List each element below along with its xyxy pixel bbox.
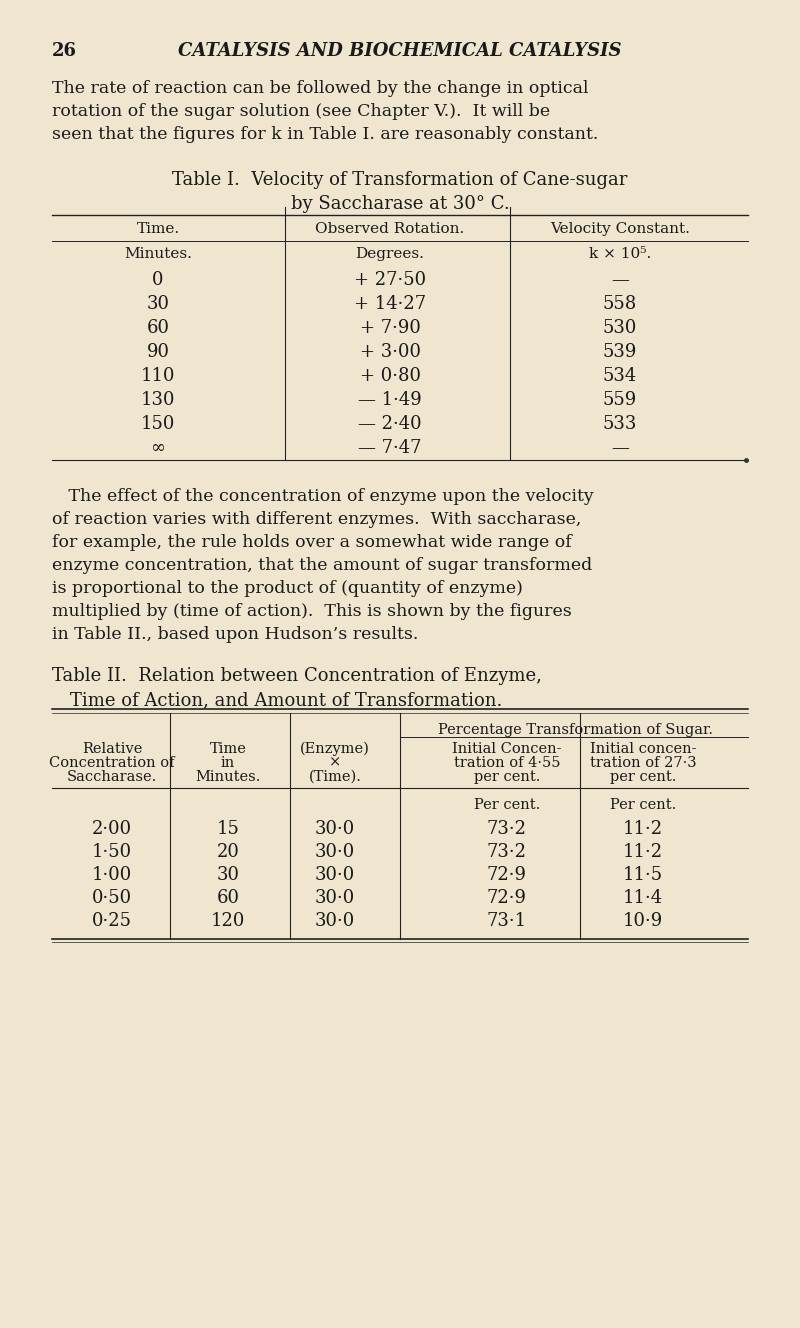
Text: Per cent.: Per cent. — [610, 798, 676, 811]
Text: ∞: ∞ — [150, 440, 166, 457]
Text: 60: 60 — [217, 888, 239, 907]
Text: 11·2: 11·2 — [623, 843, 663, 861]
Text: (Time).: (Time). — [309, 770, 362, 784]
Text: Per cent.: Per cent. — [474, 798, 540, 811]
Text: 150: 150 — [141, 414, 175, 433]
Text: multiplied by (time of action).  This is shown by the figures: multiplied by (time of action). This is … — [52, 603, 572, 620]
Text: 26: 26 — [52, 42, 77, 60]
Text: Time of Action, and Amount of Transformation.: Time of Action, and Amount of Transforma… — [70, 691, 502, 709]
Text: Minutes.: Minutes. — [124, 247, 192, 262]
Text: tration of 27·3: tration of 27·3 — [590, 756, 696, 770]
Text: of reaction varies with different enzymes.  With saccharase,: of reaction varies with different enzyme… — [52, 511, 582, 529]
Text: 11·4: 11·4 — [623, 888, 663, 907]
Text: 1·50: 1·50 — [92, 843, 132, 861]
Text: 0·25: 0·25 — [92, 912, 132, 930]
Text: 0·50: 0·50 — [92, 888, 132, 907]
Text: CATALYSIS AND BIOCHEMICAL CATALYSIS: CATALYSIS AND BIOCHEMICAL CATALYSIS — [178, 42, 622, 60]
Text: Initial concen-: Initial concen- — [590, 742, 696, 756]
Text: Initial Concen-: Initial Concen- — [452, 742, 562, 756]
Text: 130: 130 — [141, 390, 175, 409]
Text: 20: 20 — [217, 843, 239, 861]
Text: Minutes.: Minutes. — [195, 770, 261, 784]
Text: 30·0: 30·0 — [315, 866, 355, 884]
Text: —: — — [611, 271, 629, 290]
Text: (Enzyme): (Enzyme) — [300, 742, 370, 757]
Text: 30·0: 30·0 — [315, 843, 355, 861]
Text: + 7·90: + 7·90 — [359, 319, 421, 337]
Text: tration of 4·55: tration of 4·55 — [454, 756, 560, 770]
Text: 15: 15 — [217, 819, 239, 838]
Text: + 14·27: + 14·27 — [354, 295, 426, 313]
Text: 73·2: 73·2 — [487, 819, 527, 838]
Text: ×: × — [329, 756, 341, 770]
Text: 73·1: 73·1 — [487, 912, 527, 930]
Text: in Table II., based upon Hudson’s results.: in Table II., based upon Hudson’s result… — [52, 625, 418, 643]
Text: 72·9: 72·9 — [487, 888, 527, 907]
Text: 30: 30 — [146, 295, 170, 313]
Text: seen that the figures for k in Table I. are reasonably constant.: seen that the figures for k in Table I. … — [52, 126, 598, 143]
Text: is proportional to the product of (quantity of enzyme): is proportional to the product of (quant… — [52, 580, 523, 598]
Text: Time.: Time. — [137, 222, 179, 236]
Text: 530: 530 — [603, 319, 637, 337]
Text: rotation of the sugar solution (see Chapter V.).  It will be: rotation of the sugar solution (see Chap… — [52, 104, 550, 120]
Text: 30·0: 30·0 — [315, 888, 355, 907]
Text: — 2·40: — 2·40 — [358, 414, 422, 433]
Text: 110: 110 — [141, 367, 175, 385]
Text: enzyme concentration, that the amount of sugar transformed: enzyme concentration, that the amount of… — [52, 556, 592, 574]
Text: Table II.  Relation between Concentration of Enzyme,: Table II. Relation between Concentration… — [52, 667, 542, 685]
Text: for example, the rule holds over a somewhat wide range of: for example, the rule holds over a somew… — [52, 534, 572, 551]
Text: Degrees.: Degrees. — [355, 247, 425, 262]
Text: 72·9: 72·9 — [487, 866, 527, 884]
Text: The effect of the concentration of enzyme upon the velocity: The effect of the concentration of enzym… — [52, 487, 594, 505]
Text: 60: 60 — [146, 319, 170, 337]
Text: Observed Rotation.: Observed Rotation. — [315, 222, 465, 236]
Text: 30·0: 30·0 — [315, 912, 355, 930]
Text: —: — — [611, 440, 629, 457]
Text: 533: 533 — [603, 414, 637, 433]
Text: 120: 120 — [211, 912, 245, 930]
Text: 90: 90 — [146, 343, 170, 361]
Text: k × 10⁵.: k × 10⁵. — [589, 247, 651, 262]
Text: 30: 30 — [217, 866, 239, 884]
Text: Saccharase.: Saccharase. — [67, 770, 157, 784]
Text: 11·2: 11·2 — [623, 819, 663, 838]
Text: by Saccharase at 30° C.: by Saccharase at 30° C. — [290, 195, 510, 212]
Text: 539: 539 — [603, 343, 637, 361]
Text: per cent.: per cent. — [610, 770, 676, 784]
Text: + 0·80: + 0·80 — [359, 367, 421, 385]
Text: 534: 534 — [603, 367, 637, 385]
Text: 0: 0 — [152, 271, 164, 290]
Text: Velocity Constant.: Velocity Constant. — [550, 222, 690, 236]
Text: Concentration of: Concentration of — [50, 756, 174, 770]
Text: Table I.  Velocity of Transformation of Cane-sugar: Table I. Velocity of Transformation of C… — [172, 171, 628, 189]
Text: 559: 559 — [603, 390, 637, 409]
Text: Percentage Transformation of Sugar.: Percentage Transformation of Sugar. — [438, 722, 713, 737]
Text: 1·00: 1·00 — [92, 866, 132, 884]
Text: 558: 558 — [603, 295, 637, 313]
Text: + 3·00: + 3·00 — [359, 343, 421, 361]
Text: — 7·47: — 7·47 — [358, 440, 422, 457]
Text: The rate of reaction can be followed by the change in optical: The rate of reaction can be followed by … — [52, 80, 589, 97]
Text: 73·2: 73·2 — [487, 843, 527, 861]
Text: — 1·49: — 1·49 — [358, 390, 422, 409]
Text: 2·00: 2·00 — [92, 819, 132, 838]
Text: Relative: Relative — [82, 742, 142, 756]
Text: + 27·50: + 27·50 — [354, 271, 426, 290]
Text: per cent.: per cent. — [474, 770, 540, 784]
Text: Time: Time — [210, 742, 246, 756]
Text: 10·9: 10·9 — [623, 912, 663, 930]
Text: 11·5: 11·5 — [623, 866, 663, 884]
Text: 30·0: 30·0 — [315, 819, 355, 838]
Text: in: in — [221, 756, 235, 770]
